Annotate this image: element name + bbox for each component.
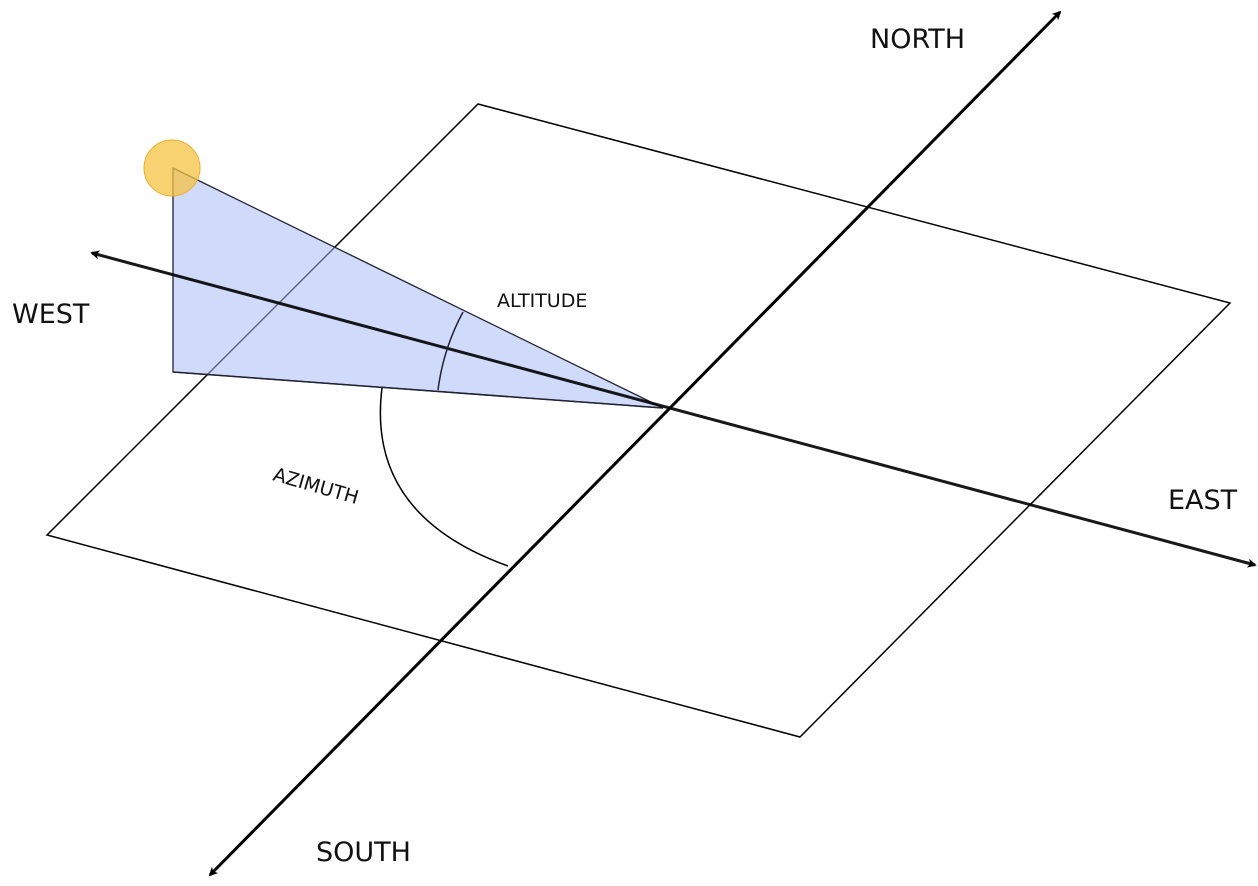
altitude-label: ALTITUDE xyxy=(497,290,587,312)
azimuth-label: AZIMUTH xyxy=(271,464,361,509)
sun-triangle xyxy=(172,166,664,409)
east-west-axis xyxy=(90,250,1257,568)
north-south-axis xyxy=(208,10,1062,877)
east-label: EAST xyxy=(1168,485,1238,516)
south-label: SOUTH xyxy=(316,837,411,868)
sun xyxy=(143,139,201,197)
north-label: NORTH xyxy=(870,24,965,55)
altitude-arc xyxy=(437,311,464,391)
west-label: WEST xyxy=(12,299,90,330)
azimuth-arc xyxy=(379,387,509,567)
